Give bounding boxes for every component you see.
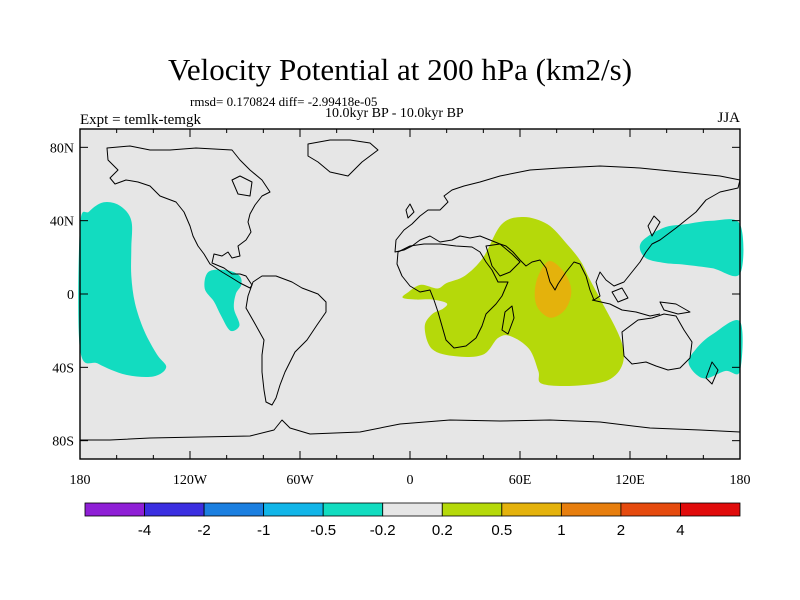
lon-tick-label: 0: [407, 473, 414, 488]
coast-antarctica: [80, 419, 741, 441]
lon-tick-label: 120W: [173, 473, 208, 488]
lon-tick-label: 120E: [615, 473, 645, 488]
colorbar-label: 0.2: [432, 522, 453, 539]
colorbar-label: 4: [676, 522, 684, 539]
region-west-pacific-negative: [639, 219, 744, 277]
period-label: 10.0kyr BP - 10.0kyr BP: [325, 106, 464, 121]
colorbar-box: [560, 502, 622, 517]
colorbar-box: [144, 502, 205, 517]
lon-tick-label: 180: [70, 473, 91, 488]
region-india-positive-max: [534, 260, 572, 318]
chart-title: Velocity Potential at 200 hPa (km2/s): [167, 52, 633, 87]
colorbar: -4 -2 -1 -0.5 -0.2 0.2 0.5 1 2 4: [84, 502, 741, 539]
coast-madagascar: [501, 305, 515, 335]
region-southwest-pacific-negative: [688, 320, 743, 379]
colorbar-label: -4: [138, 522, 151, 539]
lat-tick-label: 80S: [52, 435, 74, 450]
lat-tick-label: 80N: [50, 141, 74, 156]
colorbar-label: -2: [197, 522, 210, 539]
colorbar-box: [322, 502, 384, 517]
colorbar-box: [620, 502, 681, 517]
colorbar-label: -0.2: [370, 522, 396, 539]
colorbar-box: [441, 502, 503, 517]
coast-new-guinea: [659, 301, 691, 315]
lon-tick-label: 60W: [286, 473, 314, 488]
coast-indonesia: [591, 299, 661, 317]
chart-subtitle: rmsd= 0.170824 diff= -2.99418e-05: [190, 94, 378, 109]
colorbar-label: 2: [617, 522, 625, 539]
colorbar-label: -1: [257, 522, 270, 539]
colorbar-label: 0.5: [491, 522, 512, 539]
colorbar-box: [263, 502, 324, 517]
coast-arabia: [485, 243, 521, 277]
colorbar-box: [84, 502, 145, 517]
coast-north-america: [106, 145, 271, 289]
coast-new-zealand: [705, 361, 719, 385]
lon-tick-label: 180: [730, 473, 751, 488]
coast-hudson-bay: [231, 175, 253, 197]
region-east-pacific-negative: [204, 269, 242, 332]
contour-regions: [78, 202, 744, 387]
coast-south-america: [245, 275, 327, 406]
coast-borneo: [611, 287, 629, 303]
coast-australia: [621, 313, 693, 371]
coast-africa: [396, 243, 509, 349]
lat-tick-label: 40N: [50, 215, 74, 230]
colorbar-label: -0.5: [310, 522, 336, 539]
experiment-label: Expt = temlk-temgk: [80, 112, 201, 128]
colorbar-label: 1: [557, 522, 565, 539]
axis-ticks: 80N 40N 0 40S 80S 180 120W 60W 0 60E 120E 180: [50, 129, 751, 488]
lat-tick-label: 40S: [52, 361, 74, 376]
colorbar-box: [680, 502, 741, 517]
region-africa-indian-ocean-positive: [402, 217, 624, 387]
coast-uk: [405, 203, 415, 219]
season-label: JJA: [717, 110, 740, 126]
colorbar-box: [501, 502, 562, 517]
lon-tick-label: 60E: [509, 473, 532, 488]
coast-greenland: [307, 139, 379, 177]
region-central-pacific-negative: [78, 202, 167, 378]
colorbar-box: [203, 502, 265, 517]
colorbar-box: [382, 502, 443, 517]
lat-tick-label: 0: [67, 288, 74, 303]
coast-eurasia: [394, 165, 741, 301]
coastlines: [80, 139, 741, 441]
coast-japan: [647, 215, 661, 237]
